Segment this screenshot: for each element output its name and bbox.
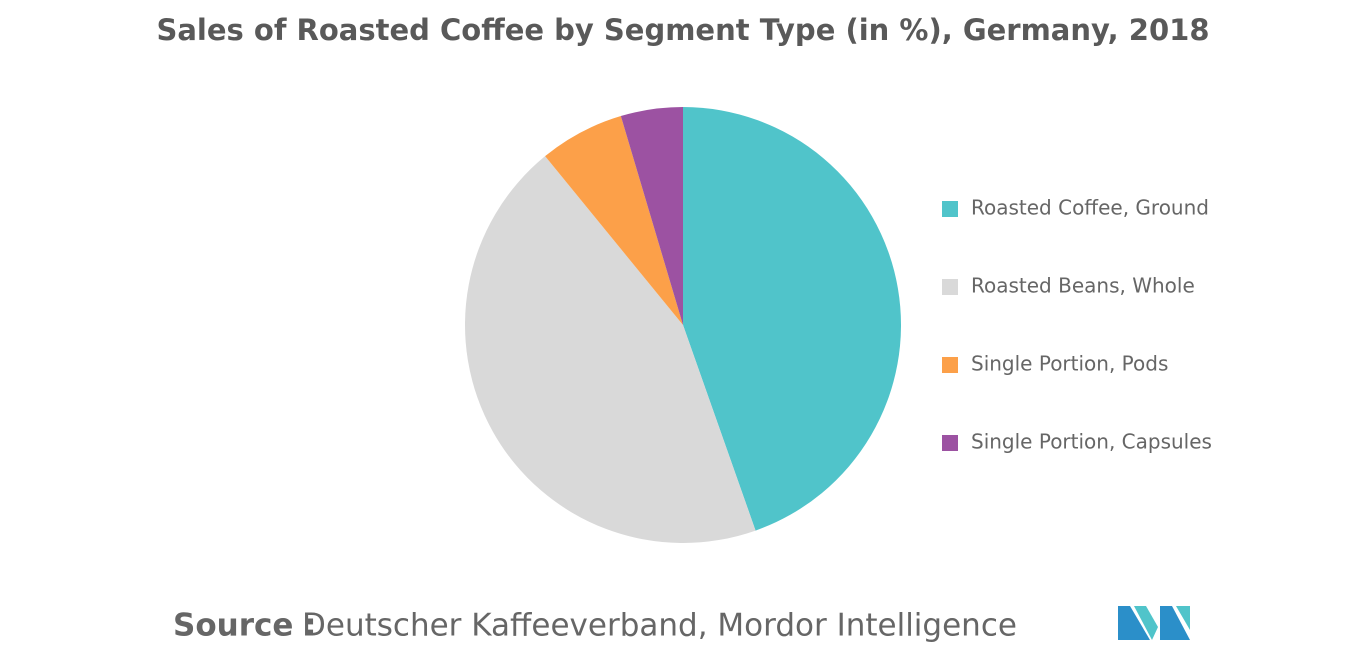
logo-shape — [1118, 606, 1150, 640]
source-label: Source : — [173, 608, 317, 644]
logo-shape — [1176, 606, 1190, 630]
chart-title: Sales of Roasted Coffee by Segment Type … — [156, 13, 1209, 47]
source-text: Deutscher Kaffeeverband, Mordor Intellig… — [302, 608, 1017, 644]
logo-shape — [1160, 606, 1190, 640]
legend-swatch — [942, 357, 958, 373]
pie-slice — [683, 107, 902, 531]
legend-label: Single Portion, Capsules — [971, 430, 1212, 454]
pie-slice — [620, 107, 683, 325]
legend-swatch — [942, 435, 958, 451]
legend-label: Single Portion, Pods — [971, 352, 1168, 376]
legend-swatch — [942, 279, 958, 295]
logo — [1118, 606, 1190, 640]
legend-swatch — [942, 201, 958, 217]
legend-label: Roasted Beans, Whole — [971, 274, 1195, 298]
legend-label: Roasted Coffee, Ground — [971, 196, 1209, 220]
logo-shape — [1134, 606, 1158, 640]
pie-slice — [465, 156, 756, 544]
pie-slice — [545, 116, 683, 325]
